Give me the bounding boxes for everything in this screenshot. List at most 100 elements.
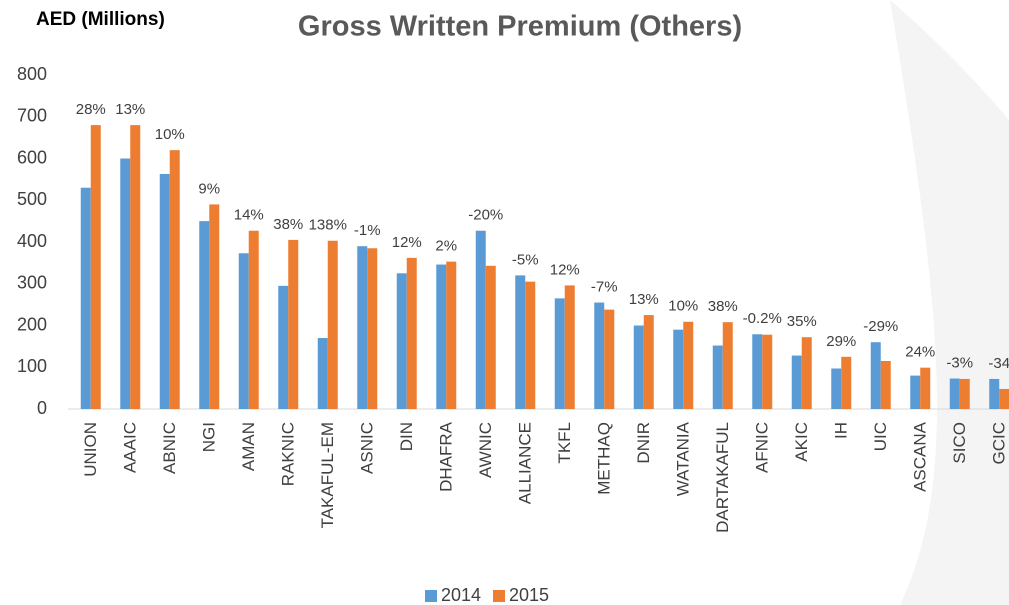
bar	[910, 375, 921, 409]
bar	[554, 298, 565, 409]
bar	[633, 325, 644, 409]
bar	[90, 125, 101, 409]
annotation: -5%	[512, 251, 539, 268]
bar	[722, 322, 733, 409]
bar	[406, 257, 417, 409]
bar	[327, 240, 338, 409]
bar	[288, 239, 299, 409]
bar	[594, 302, 605, 409]
x-tick-label: ASNIC	[358, 422, 377, 474]
x-tick-label: AAAIC	[121, 422, 140, 473]
bar	[604, 309, 615, 409]
y-tick-label: 200	[17, 314, 47, 334]
bar	[791, 355, 802, 409]
bar	[80, 187, 91, 409]
annotation: 10%	[155, 126, 185, 143]
bar	[831, 368, 842, 409]
legend-swatch	[493, 590, 505, 602]
bar	[880, 360, 891, 409]
background-shape	[890, 0, 1009, 605]
annotation: 138%	[309, 217, 347, 234]
annotation: -0.2%	[743, 310, 782, 327]
legend-swatch	[425, 590, 437, 602]
x-tick-label: UIC	[871, 422, 890, 451]
y-tick-label: 500	[17, 189, 47, 209]
bar	[475, 230, 486, 409]
annotation: 2%	[435, 238, 457, 255]
bar	[999, 388, 1009, 409]
bar	[920, 367, 931, 409]
x-tick-label: GCIC	[990, 422, 1009, 465]
y-tick-label: 800	[17, 64, 47, 84]
x-tick-label: DARTAKAFUL	[713, 422, 732, 533]
x-tick-label: DHAFRA	[437, 421, 456, 492]
bar	[357, 246, 368, 409]
bar	[169, 150, 180, 409]
annotation: 14%	[234, 207, 264, 224]
bar	[959, 378, 970, 409]
x-tick-label: AKIC	[792, 422, 811, 462]
annotation: 9%	[198, 180, 220, 197]
x-tick-label: WATANIA	[674, 421, 693, 496]
bar	[367, 248, 378, 409]
x-tick-label: ABNIC	[160, 422, 179, 474]
bar	[485, 265, 496, 409]
x-tick-label: METHAQ	[595, 422, 614, 495]
bar	[238, 253, 249, 409]
y-tick-label: 100	[17, 356, 47, 376]
bar	[446, 261, 457, 409]
bar	[801, 337, 812, 409]
bar	[949, 378, 960, 409]
x-tick-label: DIN	[397, 422, 416, 451]
y-tick-label: 0	[37, 398, 47, 418]
x-tick-label: AMAN	[239, 422, 258, 471]
bar	[841, 356, 852, 409]
x-tick-label: UNION	[81, 422, 100, 477]
bar	[278, 285, 289, 409]
x-tick-label: DNIR	[634, 422, 653, 464]
y-tick-label: 300	[17, 273, 47, 293]
annotation: -29%	[863, 318, 898, 335]
x-tick-label: TKFL	[555, 422, 574, 464]
annotation: 29%	[826, 333, 856, 350]
annotation: -1%	[354, 222, 381, 239]
bar	[436, 264, 447, 409]
annotation: -20%	[468, 207, 503, 224]
bar	[209, 204, 220, 409]
annotation: 28%	[76, 101, 106, 118]
annotation: 35%	[787, 313, 817, 330]
bar	[130, 125, 141, 409]
annotation: 38%	[273, 216, 303, 233]
bar	[712, 345, 723, 409]
annotation: 10%	[668, 298, 698, 315]
annotation: 12%	[550, 261, 580, 278]
x-tick-label: ASCANA	[911, 421, 930, 492]
bar	[870, 342, 881, 409]
bar	[120, 158, 131, 409]
annotation: -3%	[946, 354, 973, 371]
chart-title: Gross Written Premium (Others)	[298, 11, 742, 43]
bar	[199, 221, 210, 409]
x-tick-label: SICO	[950, 422, 969, 464]
bar	[643, 315, 654, 409]
x-tick-label: AFNIC	[753, 422, 772, 473]
bar	[159, 173, 170, 409]
annotation: 13%	[629, 291, 659, 308]
bar	[564, 285, 575, 409]
x-tick-label: TAKAFUL-EM	[318, 422, 337, 528]
bar	[396, 273, 407, 409]
bar	[525, 281, 536, 409]
x-tick-label: IH	[832, 422, 851, 439]
x-tick-label: NGI	[200, 422, 219, 452]
bar	[989, 378, 1000, 409]
bar	[683, 321, 694, 409]
y-axis-label: AED (Millions)	[36, 9, 165, 30]
bar	[752, 334, 763, 409]
legend-label: 2014	[441, 585, 481, 605]
x-tick-label: AWNIC	[476, 422, 495, 478]
annotation: 38%	[708, 298, 738, 315]
annotation: 13%	[115, 101, 145, 118]
legend-label: 2015	[509, 585, 549, 605]
y-tick-label: 600	[17, 147, 47, 167]
